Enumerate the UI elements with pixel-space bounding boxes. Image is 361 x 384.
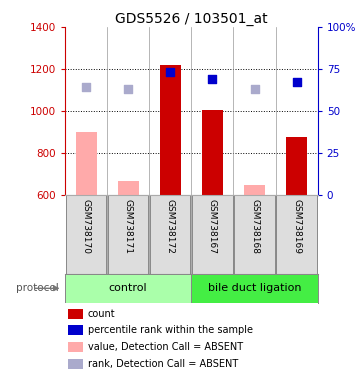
- Bar: [68, 359, 83, 369]
- Bar: [150, 195, 191, 274]
- Bar: [75, 132, 96, 195]
- Text: value, Detection Call = ABSENT: value, Detection Call = ABSENT: [88, 342, 243, 352]
- Bar: [234, 195, 275, 274]
- Text: percentile rank within the sample: percentile rank within the sample: [88, 325, 253, 335]
- Bar: [118, 181, 139, 195]
- Bar: [286, 137, 307, 195]
- Bar: [244, 185, 265, 195]
- Bar: [202, 110, 223, 195]
- Text: rank, Detection Call = ABSENT: rank, Detection Call = ABSENT: [88, 359, 238, 369]
- Text: GSM738172: GSM738172: [166, 199, 175, 254]
- Text: GSM738171: GSM738171: [124, 199, 132, 254]
- Text: GSM738170: GSM738170: [82, 199, 91, 254]
- Title: GDS5526 / 103501_at: GDS5526 / 103501_at: [115, 12, 268, 26]
- Bar: [68, 309, 83, 319]
- Text: GSM738169: GSM738169: [292, 199, 301, 254]
- Bar: [192, 195, 232, 274]
- Bar: [66, 195, 106, 274]
- Text: count: count: [88, 309, 116, 319]
- Text: GSM738168: GSM738168: [250, 199, 259, 254]
- Point: [294, 79, 300, 86]
- Point: [209, 76, 215, 82]
- Bar: [277, 195, 317, 274]
- Bar: [68, 342, 83, 352]
- Point: [83, 84, 89, 91]
- Text: bile duct ligation: bile duct ligation: [208, 283, 301, 293]
- Bar: [160, 65, 181, 195]
- Text: control: control: [109, 283, 147, 293]
- Text: GSM738167: GSM738167: [208, 199, 217, 254]
- Bar: [65, 274, 191, 303]
- Bar: [191, 274, 318, 303]
- Point: [168, 69, 173, 75]
- Bar: [108, 195, 148, 274]
- Point: [125, 86, 131, 92]
- Point: [252, 86, 257, 92]
- Text: protocol: protocol: [17, 283, 62, 293]
- Bar: [68, 325, 83, 335]
